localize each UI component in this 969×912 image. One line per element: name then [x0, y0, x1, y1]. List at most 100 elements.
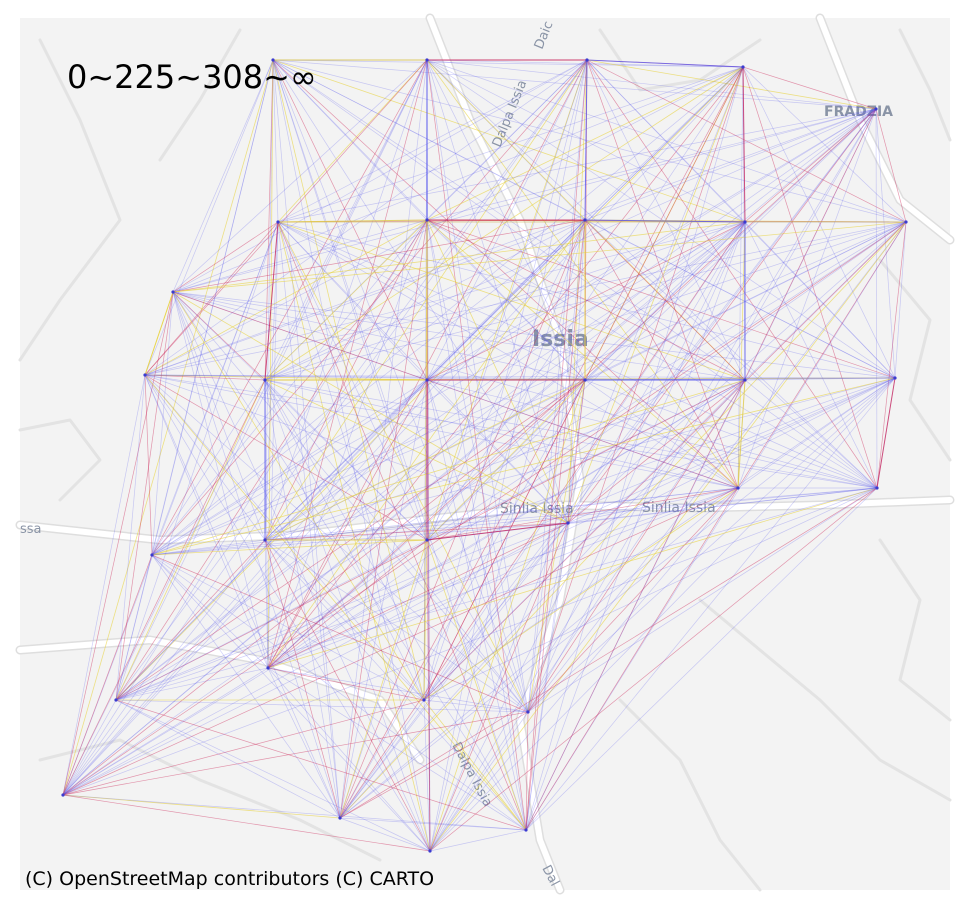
network-edge [62, 377, 896, 796]
network-edge [272, 59, 877, 110]
network-node [171, 290, 175, 294]
network-edge [264, 66, 744, 541]
network-edge [586, 59, 746, 223]
network-edge [151, 219, 428, 556]
network-node [893, 376, 897, 380]
network-edge [272, 59, 428, 381]
network-edge [426, 59, 569, 524]
network-edge [264, 219, 428, 381]
network-edge [426, 379, 739, 489]
network-edge [426, 379, 569, 524]
network-node [428, 849, 432, 853]
town-label: Issia [532, 327, 589, 352]
network-edge [426, 59, 588, 541]
network-edge [429, 66, 744, 852]
network-edge [527, 377, 896, 713]
network-edge [264, 539, 341, 819]
network-edge [264, 379, 529, 713]
network-edge [584, 219, 746, 381]
network-edge [264, 379, 586, 541]
network-edge [62, 539, 428, 796]
network-edge [744, 379, 878, 489]
network-edge [172, 291, 428, 541]
network-edge [172, 291, 266, 541]
network-edge [426, 59, 527, 831]
network-edge [277, 221, 428, 541]
network-edge [172, 291, 746, 381]
network-edge [339, 221, 746, 819]
network-edge [426, 221, 907, 381]
network-edge [115, 221, 907, 701]
network-edge [264, 66, 744, 381]
network-edge [339, 219, 428, 819]
network-edge [172, 291, 266, 381]
network-edge [586, 59, 878, 489]
network-edge [277, 221, 746, 381]
network-edge [744, 221, 907, 381]
network-edge [527, 108, 877, 713]
network-edge [151, 291, 174, 556]
network-node [524, 828, 528, 832]
network-edge [525, 221, 907, 831]
network-node [425, 538, 429, 542]
network-edge [744, 108, 877, 381]
network-edge [744, 221, 896, 379]
network-edge [151, 379, 428, 556]
network-edge [264, 539, 425, 701]
network-node [150, 553, 154, 557]
network-edge [527, 522, 569, 713]
network-edge [264, 539, 529, 713]
network-edge [277, 221, 569, 524]
network-edge [172, 291, 878, 489]
network-edge [172, 219, 428, 293]
network-edge [423, 379, 586, 701]
network-edge [567, 379, 586, 524]
network-edge [115, 539, 266, 701]
network-edge [339, 817, 527, 831]
network-edge [426, 219, 746, 381]
network-node [61, 793, 65, 797]
network-edge [423, 108, 877, 701]
network-edge [527, 487, 739, 713]
network-edge [267, 221, 907, 669]
network-edge [115, 66, 744, 701]
network-edge [264, 379, 739, 489]
network-edges [62, 59, 907, 852]
network-edge [144, 374, 425, 701]
network-edge [62, 699, 117, 796]
network-edge [742, 66, 877, 110]
network-edge [426, 379, 878, 489]
network-edge [267, 667, 527, 831]
network-edge [339, 59, 428, 819]
network-edge [527, 379, 746, 713]
network-edge [339, 379, 428, 819]
network-edge [525, 487, 878, 831]
network-edge [115, 699, 527, 831]
network-edge [151, 554, 431, 852]
network-edge [744, 377, 896, 381]
network-edge [115, 699, 431, 852]
network-edge [62, 667, 269, 796]
network-edge [277, 221, 431, 852]
network-edge [172, 291, 425, 701]
network-edge [151, 554, 529, 713]
network-node [585, 58, 589, 62]
network-edge [525, 59, 588, 831]
network-edge [423, 377, 896, 701]
network-edge [429, 522, 569, 852]
network-edge [339, 817, 431, 852]
network-edge [62, 487, 739, 796]
network-edge [144, 374, 266, 541]
network-edge [423, 487, 878, 701]
network-edge [62, 554, 153, 796]
network-edge [894, 221, 907, 379]
network-edge [525, 379, 746, 831]
network-edge [62, 374, 146, 796]
network-node [904, 220, 908, 224]
network-node [263, 538, 267, 542]
network-edge [525, 711, 529, 831]
basemap-background [20, 18, 950, 890]
network-edge [429, 379, 586, 852]
network-edge [267, 487, 739, 669]
network-edge [423, 539, 428, 701]
